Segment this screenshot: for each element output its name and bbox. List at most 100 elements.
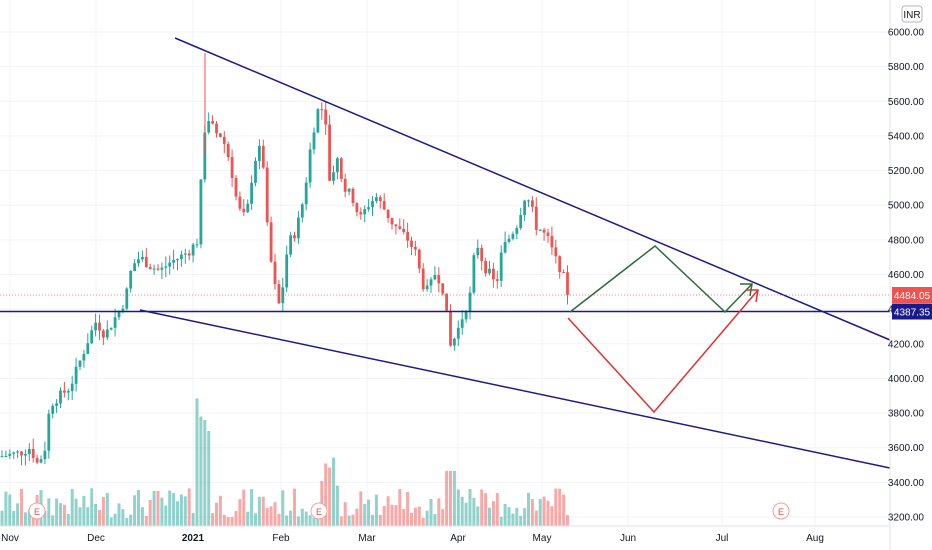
candle-body[interactable]: [293, 235, 296, 239]
candle-body[interactable]: [320, 109, 324, 111]
candle-body[interactable]: [4, 455, 8, 457]
candle-body[interactable]: [94, 322, 97, 331]
candle-body[interactable]: [480, 247, 484, 261]
candle-body[interactable]: [195, 244, 199, 246]
candle-body[interactable]: [453, 338, 456, 346]
candle-body[interactable]: [66, 391, 70, 393]
candle-body[interactable]: [359, 212, 363, 215]
candle-body[interactable]: [234, 178, 238, 197]
candle-body[interactable]: [492, 268, 495, 280]
candle-body[interactable]: [488, 268, 491, 274]
candle-body[interactable]: [406, 232, 409, 241]
candle-body[interactable]: [343, 178, 347, 192]
candle-body[interactable]: [507, 238, 511, 242]
candle-body[interactable]: [566, 272, 569, 295]
candle-body[interactable]: [102, 330, 105, 338]
candle-body[interactable]: [109, 327, 113, 330]
earnings-marker[interactable]: [310, 502, 328, 520]
candle-body[interactable]: [74, 366, 78, 384]
candle-body[interactable]: [246, 203, 250, 213]
candle-body[interactable]: [203, 132, 207, 180]
candle-body[interactable]: [336, 158, 339, 173]
candle-body[interactable]: [562, 272, 565, 274]
candle-body[interactable]: [519, 214, 523, 229]
candle-body[interactable]: [16, 451, 19, 453]
candle-body[interactable]: [219, 133, 222, 137]
candle-body[interactable]: [86, 343, 90, 354]
candle-body[interactable]: [164, 266, 168, 268]
candle-body[interactable]: [425, 285, 429, 290]
candle-body[interactable]: [168, 262, 172, 267]
earnings-marker[interactable]: [772, 502, 790, 520]
candle-body[interactable]: [31, 448, 35, 459]
candle-body[interactable]: [410, 240, 413, 247]
candle-body[interactable]: [367, 207, 370, 210]
candle-body[interactable]: [215, 123, 218, 134]
candle-body[interactable]: [12, 452, 16, 454]
candle-body[interactable]: [449, 310, 452, 346]
candle-body[interactable]: [289, 235, 292, 255]
candle-body[interactable]: [554, 247, 558, 257]
candle-body[interactable]: [148, 267, 152, 270]
candle-body[interactable]: [156, 268, 160, 270]
candle-body[interactable]: [355, 203, 359, 213]
candle-body[interactable]: [125, 288, 129, 309]
upper-trendline[interactable]: [174, 37, 891, 341]
candle-body[interactable]: [43, 450, 47, 460]
candle-body[interactable]: [386, 209, 390, 219]
candle-body[interactable]: [304, 182, 308, 205]
candle-body[interactable]: [137, 259, 140, 264]
earnings-marker[interactable]: [28, 502, 46, 520]
candle-body[interactable]: [484, 260, 487, 274]
candle-body[interactable]: [363, 209, 367, 215]
candle-body[interactable]: [371, 201, 374, 208]
candle-body[interactable]: [328, 124, 331, 181]
candle-body[interactable]: [378, 197, 382, 202]
candle-body[interactable]: [254, 160, 257, 183]
candle-body[interactable]: [476, 247, 480, 256]
candle-body[interactable]: [8, 453, 12, 456]
candle-body[interactable]: [402, 228, 406, 233]
candle-body[interactable]: [70, 383, 74, 392]
candle-body[interactable]: [133, 263, 136, 271]
candle-body[interactable]: [152, 268, 156, 270]
candle-body[interactable]: [51, 405, 55, 414]
candle-body[interactable]: [47, 413, 51, 451]
candle-body[interactable]: [515, 228, 519, 234]
candle-body[interactable]: [429, 279, 433, 286]
candle-body[interactable]: [503, 241, 507, 253]
bullish-scenario-path[interactable]: [569, 245, 753, 314]
candle-body[interactable]: [277, 284, 281, 304]
bearish-scenario-path[interactable]: [567, 289, 759, 414]
candle-body[interactable]: [141, 257, 144, 260]
candle-body[interactable]: [39, 459, 43, 463]
candle-body[interactable]: [250, 182, 253, 204]
candle-body[interactable]: [144, 257, 148, 268]
candle-body[interactable]: [531, 200, 534, 207]
candle-body[interactable]: [433, 274, 437, 280]
candle-body[interactable]: [394, 224, 398, 227]
candle-body[interactable]: [308, 149, 312, 183]
candle-body[interactable]: [542, 229, 546, 233]
candle-body[interactable]: [464, 311, 468, 320]
candle-body[interactable]: [113, 317, 117, 328]
candle-body[interactable]: [300, 204, 304, 218]
candle-body[interactable]: [285, 254, 289, 288]
candle-body[interactable]: [445, 293, 448, 311]
candle-body[interactable]: [468, 292, 472, 312]
candle-body[interactable]: [230, 157, 234, 179]
candle-body[interactable]: [534, 206, 538, 230]
candle-body[interactable]: [339, 158, 343, 179]
candle-body[interactable]: [222, 136, 226, 144]
candle-body[interactable]: [390, 218, 394, 225]
candle-body[interactable]: [226, 143, 230, 158]
candle-body[interactable]: [238, 196, 242, 209]
candle-body[interactable]: [0, 456, 4, 458]
candle-body[interactable]: [527, 200, 530, 202]
candle-body[interactable]: [82, 353, 86, 361]
currency-badge[interactable]: [901, 5, 923, 23]
candle-body[interactable]: [332, 172, 335, 181]
candle-body[interactable]: [90, 330, 94, 344]
candle-body[interactable]: [121, 308, 125, 311]
